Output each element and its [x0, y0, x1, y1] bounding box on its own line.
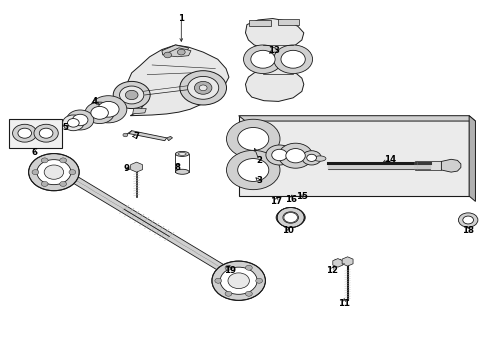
Circle shape [18, 128, 31, 138]
Ellipse shape [175, 152, 189, 157]
Text: 12: 12 [325, 266, 337, 275]
Circle shape [273, 45, 312, 73]
Text: 3: 3 [256, 176, 262, 185]
Text: 1: 1 [178, 14, 184, 23]
Text: 19: 19 [224, 266, 235, 275]
Circle shape [245, 291, 252, 296]
Circle shape [62, 115, 84, 131]
Text: 2: 2 [256, 156, 262, 165]
Circle shape [41, 181, 48, 186]
Circle shape [245, 265, 252, 270]
Polygon shape [238, 116, 474, 121]
Circle shape [98, 102, 119, 117]
Circle shape [39, 128, 53, 138]
Circle shape [220, 267, 257, 294]
Polygon shape [166, 48, 191, 57]
Text: 4: 4 [91, 97, 98, 106]
Polygon shape [166, 136, 172, 141]
Circle shape [66, 110, 94, 130]
Bar [9, 118, 62, 148]
Circle shape [85, 102, 114, 123]
Circle shape [180, 71, 226, 105]
Circle shape [32, 170, 39, 175]
Circle shape [187, 76, 218, 99]
Bar [277, 19, 299, 24]
Text: 5: 5 [62, 123, 68, 132]
Ellipse shape [276, 208, 305, 226]
Circle shape [265, 145, 292, 165]
Circle shape [60, 181, 66, 186]
Text: 14: 14 [384, 155, 396, 164]
Text: 10: 10 [282, 226, 294, 235]
Polygon shape [441, 159, 460, 172]
Circle shape [41, 158, 48, 163]
Circle shape [72, 114, 88, 126]
Circle shape [224, 291, 231, 296]
Circle shape [122, 133, 127, 137]
Circle shape [237, 158, 268, 181]
Polygon shape [245, 18, 303, 102]
Circle shape [462, 216, 472, 224]
Circle shape [278, 143, 312, 168]
Circle shape [125, 90, 138, 100]
Circle shape [67, 118, 79, 127]
Circle shape [91, 107, 108, 119]
Circle shape [271, 149, 287, 161]
Circle shape [227, 273, 249, 289]
Text: 9: 9 [123, 164, 130, 173]
Polygon shape [468, 116, 474, 202]
Text: 11: 11 [338, 299, 349, 308]
Circle shape [224, 265, 231, 270]
Circle shape [69, 170, 76, 175]
Circle shape [199, 85, 206, 91]
Circle shape [34, 124, 58, 142]
Text: 8: 8 [174, 163, 180, 172]
Polygon shape [127, 45, 228, 116]
Circle shape [285, 149, 305, 163]
Ellipse shape [313, 156, 325, 161]
Circle shape [301, 151, 321, 165]
Circle shape [243, 45, 282, 73]
Circle shape [226, 150, 280, 190]
Circle shape [277, 207, 304, 228]
Text: 15: 15 [295, 192, 307, 201]
Text: 13: 13 [267, 46, 279, 55]
Circle shape [284, 212, 297, 222]
Polygon shape [238, 116, 468, 196]
Text: 17: 17 [269, 197, 282, 206]
Circle shape [60, 158, 66, 163]
Polygon shape [128, 131, 166, 141]
Circle shape [29, 154, 79, 191]
Circle shape [194, 81, 211, 94]
Circle shape [283, 212, 298, 223]
Text: 7: 7 [133, 132, 140, 141]
Ellipse shape [175, 169, 189, 174]
Circle shape [306, 154, 316, 161]
Circle shape [163, 52, 171, 58]
Text: 16: 16 [284, 195, 296, 204]
Circle shape [277, 207, 304, 228]
Circle shape [37, 159, 71, 185]
Circle shape [44, 165, 63, 179]
Circle shape [13, 124, 37, 142]
Polygon shape [132, 109, 146, 114]
Polygon shape [162, 45, 188, 55]
Circle shape [177, 49, 185, 55]
Circle shape [458, 213, 477, 227]
Circle shape [113, 81, 150, 109]
Circle shape [250, 50, 275, 68]
Text: 18: 18 [461, 226, 473, 235]
Circle shape [119, 86, 143, 104]
Circle shape [214, 278, 221, 283]
Circle shape [255, 278, 262, 283]
Circle shape [226, 119, 280, 158]
Bar [249, 20, 271, 26]
Text: 6: 6 [31, 148, 38, 157]
Circle shape [90, 96, 126, 123]
Circle shape [211, 261, 265, 300]
Circle shape [237, 127, 268, 150]
Polygon shape [52, 165, 241, 281]
Circle shape [281, 50, 305, 68]
Ellipse shape [178, 153, 186, 156]
